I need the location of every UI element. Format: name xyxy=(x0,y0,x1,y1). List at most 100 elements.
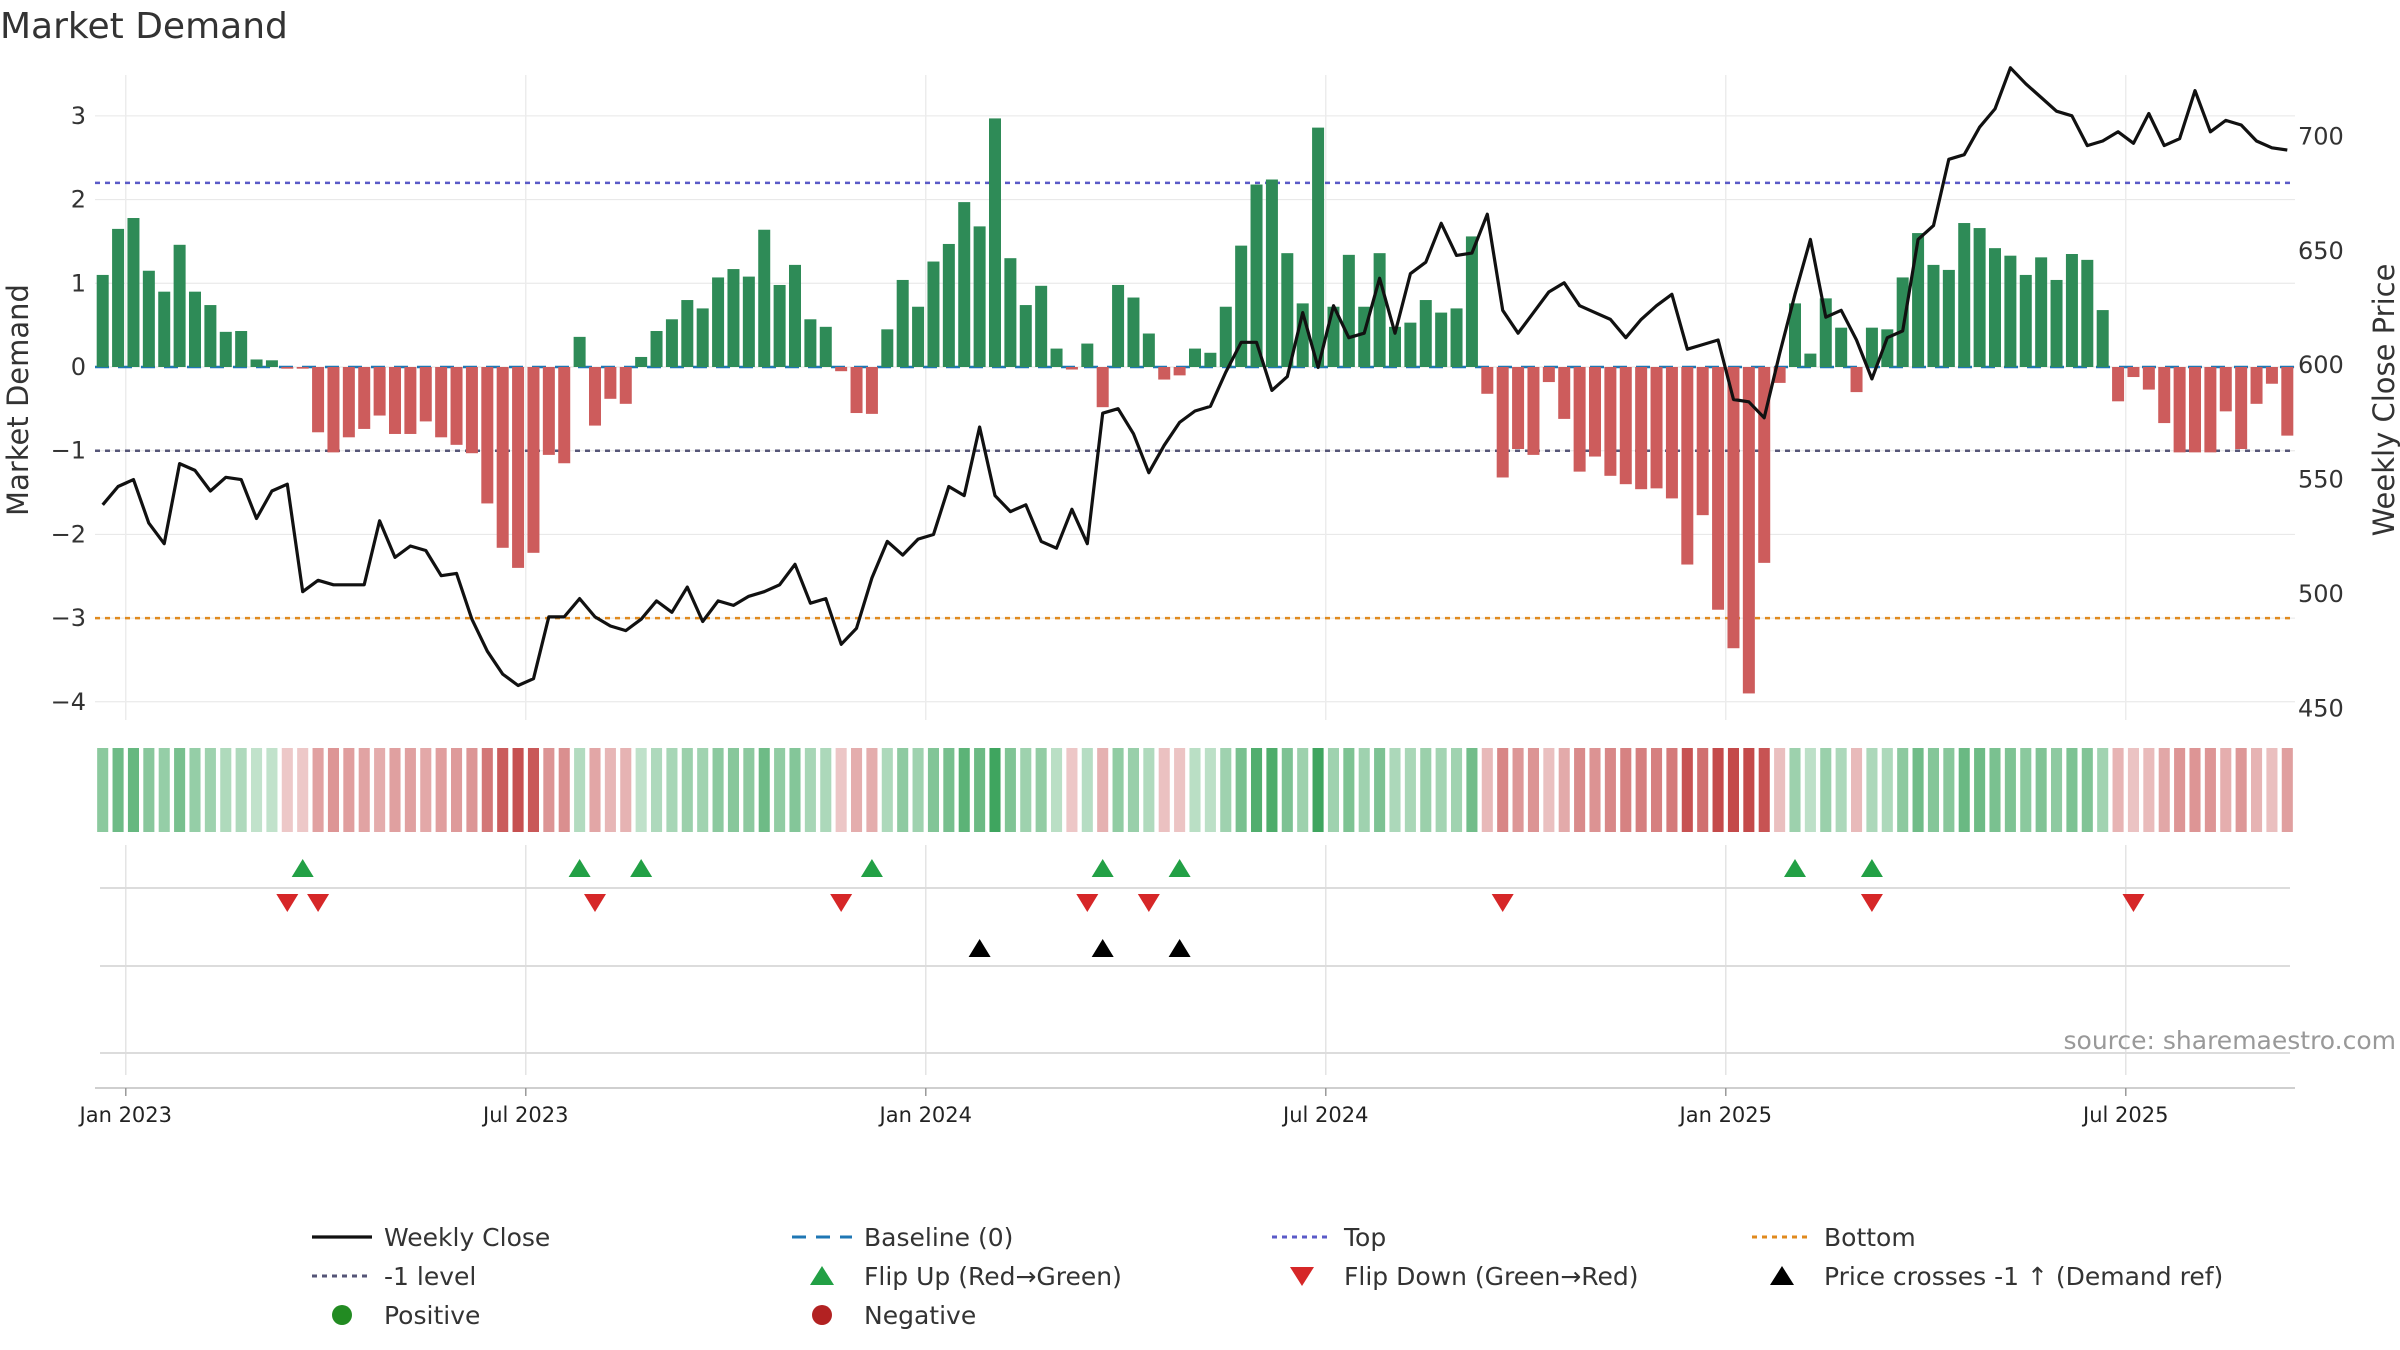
demand-bar xyxy=(819,326,832,367)
heat-cell xyxy=(1743,748,1755,832)
heat-cell xyxy=(1789,748,1801,832)
heat-cell xyxy=(1527,748,1539,832)
demand-bar xyxy=(2219,367,2232,412)
heat-cell xyxy=(1620,748,1632,832)
heat-cell xyxy=(358,748,370,832)
demand-bar xyxy=(758,229,771,367)
heat-cell xyxy=(389,748,401,832)
heat-cell xyxy=(143,748,155,832)
heat-cell xyxy=(1958,748,1970,832)
demand-bar xyxy=(1650,367,1663,489)
heat-cell xyxy=(2158,748,2170,832)
demand-bar xyxy=(2189,367,2201,453)
legend: Weekly Close Baseline (0) Top Bottom -1 leve… xyxy=(312,1223,2223,1330)
legend-label: Bottom xyxy=(1824,1223,1916,1252)
heat-cell xyxy=(235,748,247,832)
legend-swatch xyxy=(812,1305,832,1325)
legend-item: Flip Down (Green→Red) xyxy=(1290,1262,1639,1291)
legend-item: Price crosses -1 ↑ (Demand ref) xyxy=(1770,1262,2223,1291)
flip-down-marker xyxy=(2122,894,2145,912)
heat-cell xyxy=(251,748,263,832)
heat-cell xyxy=(681,748,693,832)
demand-bar xyxy=(2035,257,2048,367)
demand-bar xyxy=(1527,367,1540,455)
demand-bar xyxy=(1681,367,1694,565)
heat-cell xyxy=(1127,748,1139,832)
y2-axis-ticks: 700 650 600 550 500 450 xyxy=(2298,122,2344,722)
heat-cell xyxy=(1481,748,1493,832)
heat-cell xyxy=(1266,748,1278,832)
demand-bar xyxy=(1619,367,1632,485)
demand-bar xyxy=(1881,329,1894,367)
heat-cell xyxy=(804,748,816,832)
heat-cell xyxy=(2266,748,2278,832)
cross-marker xyxy=(1091,939,1114,957)
demand-bar xyxy=(158,291,171,367)
demand-bar xyxy=(742,276,755,367)
heat-cell xyxy=(2220,748,2232,832)
heat-cell xyxy=(1558,748,1570,832)
cross-marker xyxy=(968,939,991,957)
reference-lines xyxy=(95,181,2295,620)
heat-cell xyxy=(820,748,832,832)
heat-cell xyxy=(481,748,493,832)
legend-label: Flip Up (Red→Green) xyxy=(864,1262,1122,1291)
heat-cell xyxy=(1051,748,1063,832)
heat-cell xyxy=(1604,748,1616,832)
heat-cell xyxy=(2081,748,2093,832)
event-markers xyxy=(95,859,2295,1089)
x-tick-label: Jan 2025 xyxy=(1678,1103,1773,1127)
heat-cell xyxy=(1343,748,1355,832)
demand-bar xyxy=(389,367,401,434)
heat-cell xyxy=(743,748,755,832)
demand-bar xyxy=(1558,367,1571,419)
heat-cell xyxy=(1943,748,1955,832)
demand-bar xyxy=(650,331,663,367)
legend-item: Bottom xyxy=(1752,1223,1916,1252)
heat-cell xyxy=(774,748,786,832)
demand-bar xyxy=(1496,367,1509,478)
y-axis-ticks: 3 2 1 0 −1 −2 −3 −4 xyxy=(51,102,86,716)
legend-swatch xyxy=(1290,1267,1314,1286)
heat-cell xyxy=(943,748,955,832)
demand-bar xyxy=(1096,367,1109,408)
x-tick-label: Jan 2023 xyxy=(78,1103,173,1127)
heat-cell xyxy=(97,748,109,832)
demand-bar xyxy=(1142,333,1155,367)
demand-bar xyxy=(250,359,263,367)
price-line xyxy=(101,66,2288,688)
flip-down-marker xyxy=(307,894,330,912)
heat-cell xyxy=(1835,748,1847,832)
demand-bar xyxy=(1158,367,1171,380)
heat-cell xyxy=(1174,748,1186,832)
y-tick-label: −1 xyxy=(51,437,86,465)
heat-cell xyxy=(1697,748,1709,832)
heat-cell xyxy=(1466,748,1478,832)
heat-cell xyxy=(1881,748,1893,832)
heat-cell xyxy=(312,748,324,832)
heat-cell xyxy=(1327,748,1339,832)
demand-bar xyxy=(1250,184,1263,367)
demand-bar xyxy=(296,367,309,369)
demand-bar xyxy=(1373,253,1386,367)
heat-cell xyxy=(1066,748,1078,832)
heat-cell xyxy=(2112,748,2124,832)
flip-down-marker xyxy=(1860,894,1883,912)
demand-bar xyxy=(2173,367,2186,453)
demand-bar xyxy=(1465,236,1478,367)
demand-bar xyxy=(1189,348,1201,367)
demand-bar xyxy=(1604,367,1617,476)
demand-bar xyxy=(2096,310,2109,367)
demand-bar xyxy=(2065,254,2078,367)
demand-bar xyxy=(512,367,525,568)
heat-cell xyxy=(1158,748,1170,832)
demand-bar xyxy=(2281,367,2294,436)
x-gridlines xyxy=(125,75,2127,1075)
demand-bar xyxy=(1112,284,1125,367)
heat-cell xyxy=(2281,748,2293,832)
heat-cell xyxy=(2174,748,2186,832)
demand-bar xyxy=(450,367,463,445)
heat-cell xyxy=(1512,748,1524,832)
heat-cell xyxy=(1635,748,1647,832)
heat-cell xyxy=(1235,748,1247,832)
